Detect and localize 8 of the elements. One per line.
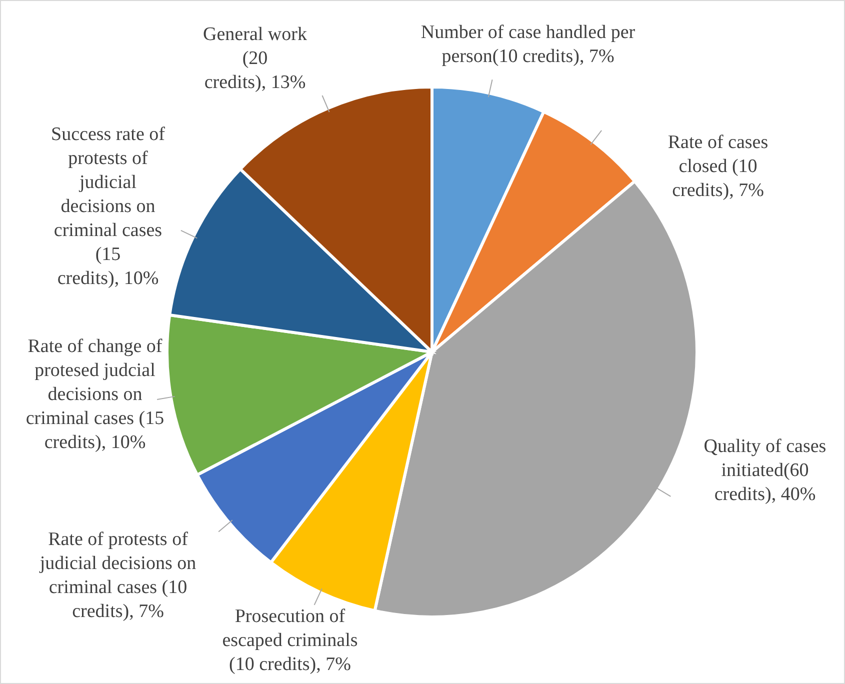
slice-label: Success rate of protests of judicial decisions on criminal cases (15 credits), 10% xyxy=(51,124,166,289)
slice-label: Prosecution of escaped criminals (10 credits), 7% xyxy=(222,606,358,675)
slice-label: Rate of protests of judicial decisions on criminal cases (10 credits), 7% xyxy=(38,529,197,622)
slice-label: Rate of cases closed (10 credits), 7% xyxy=(668,132,768,201)
slice-label: Quality of cases initiated(60 credits), 40% xyxy=(704,436,826,505)
slice-label: Rate of change of protesed judcial decisions on criminal cases (15 credits), 10% xyxy=(26,336,164,453)
slice-label: General work (20 credits), 13% xyxy=(203,24,308,93)
slice-label: Number of case handled per person(10 credits), 7% xyxy=(420,22,636,67)
